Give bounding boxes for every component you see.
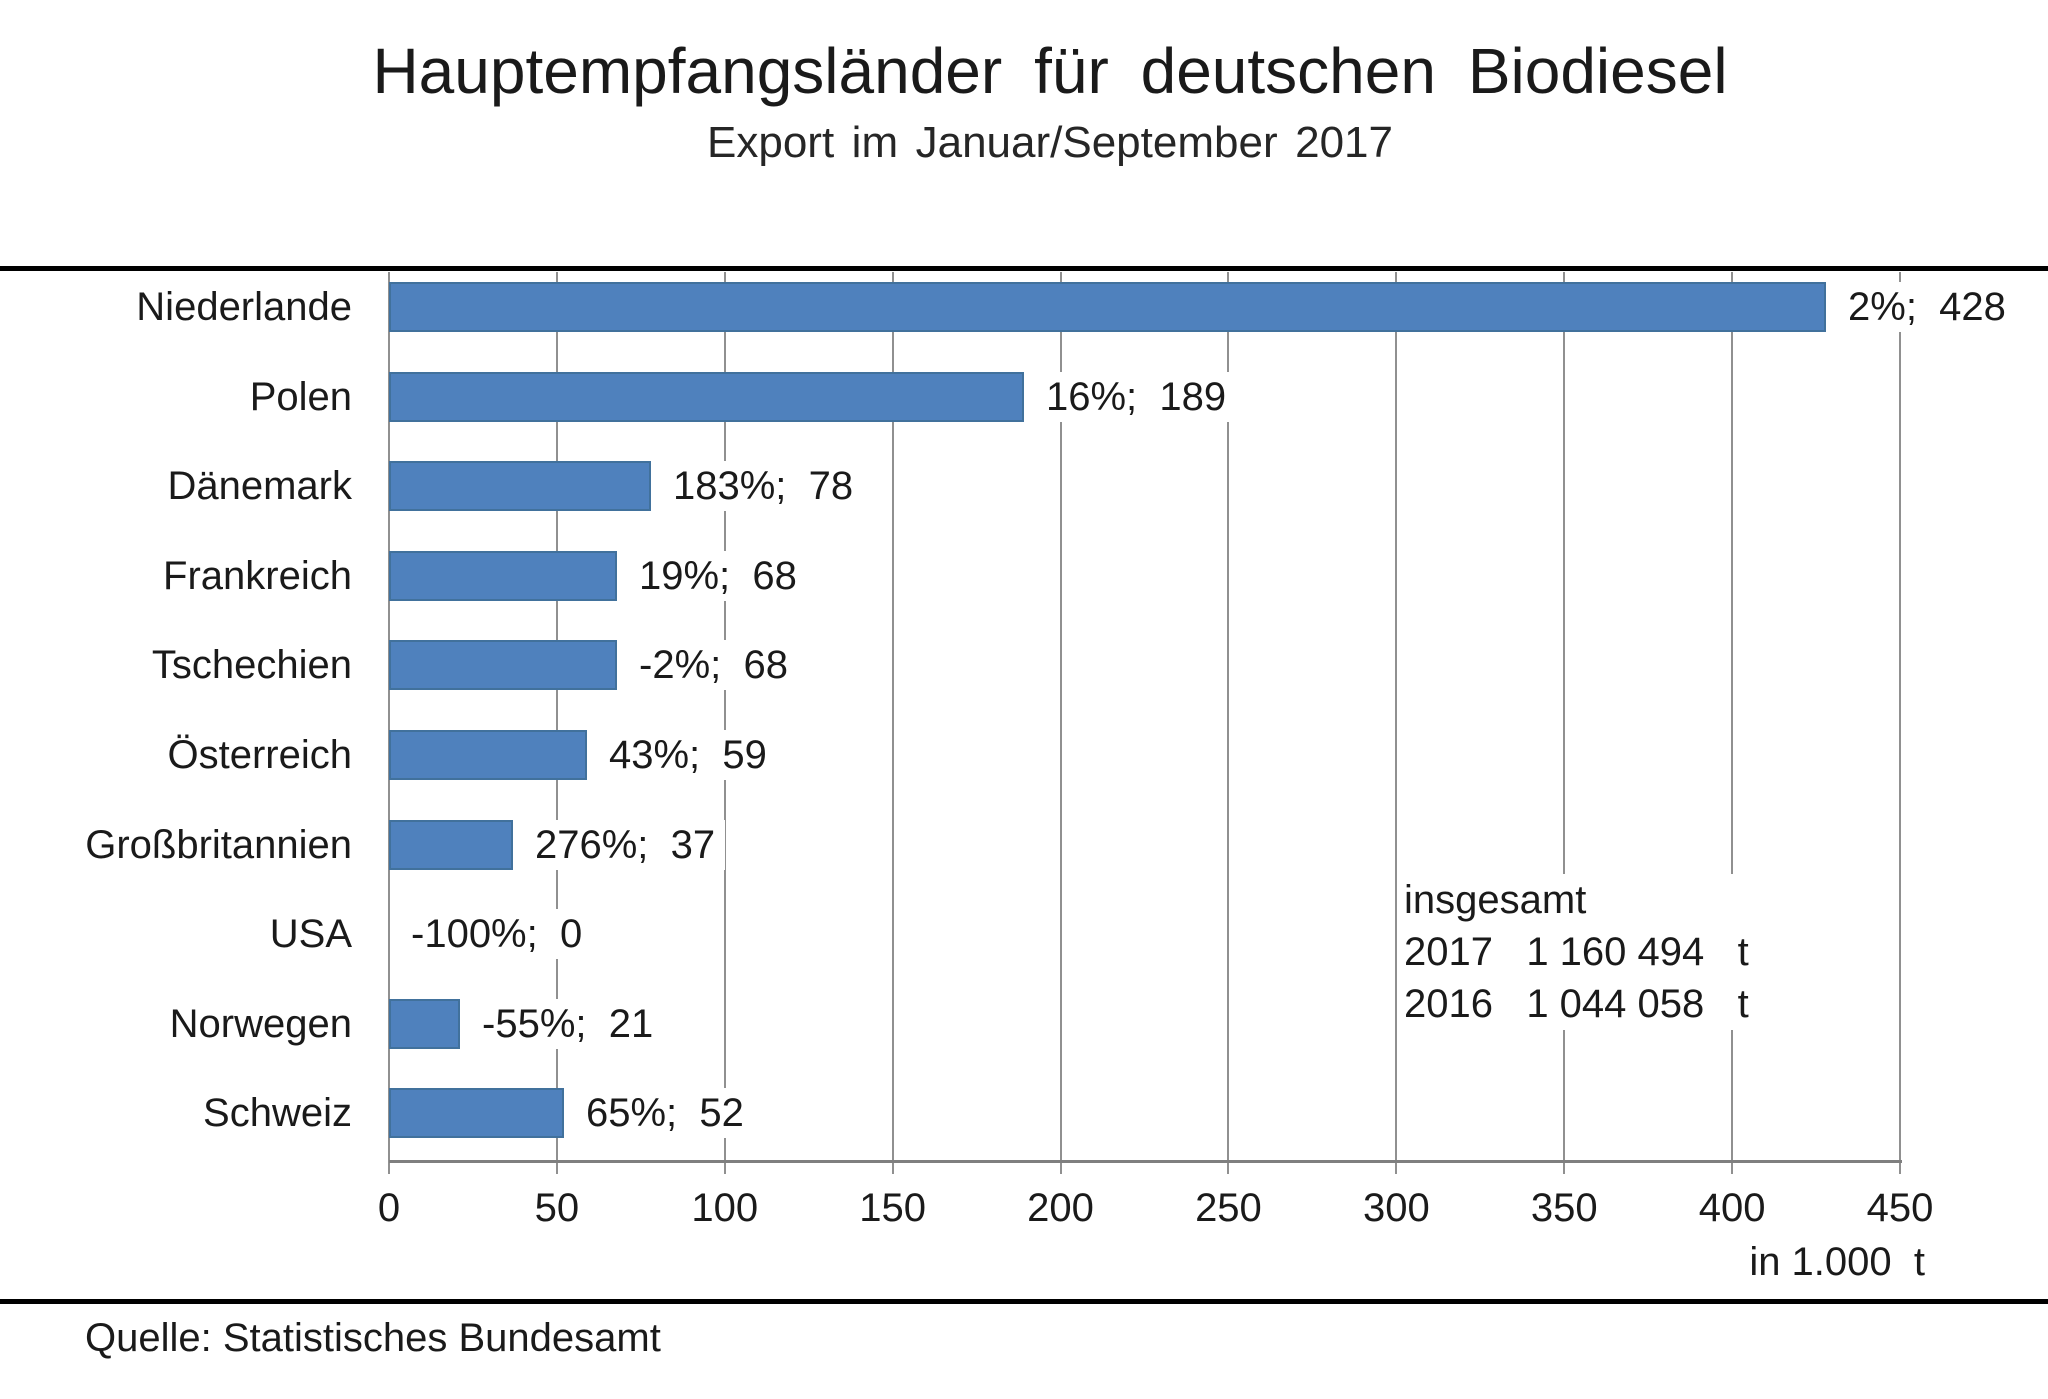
category-label: Großbritannien — [85, 823, 352, 867]
category-label: Österreich — [167, 733, 353, 777]
gridline — [555, 272, 558, 1174]
x-tick-label: 100 — [691, 1186, 759, 1230]
value-label: -2%; 68 — [629, 640, 798, 690]
gridline — [1059, 272, 1062, 1174]
x-tick-label: 350 — [1530, 1186, 1598, 1230]
source-note: Quelle: Statistisches Bundesamt — [85, 1316, 661, 1360]
category-label: Tschechien — [151, 643, 352, 687]
bar — [389, 461, 651, 511]
value-label: 183%; 78 — [663, 461, 864, 511]
category-label: Norwegen — [169, 1002, 352, 1046]
gridline — [1563, 272, 1566, 1174]
gridline — [723, 272, 726, 1174]
value-label: 16%; 189 — [1036, 372, 1237, 422]
bar — [389, 282, 1826, 332]
gridline — [1731, 272, 1734, 1174]
x-tick-label: 300 — [1362, 1186, 1430, 1230]
value-label: 65%; 52 — [576, 1088, 754, 1138]
value-label: 43%; 59 — [599, 730, 777, 780]
x-tick-label: 400 — [1698, 1186, 1766, 1230]
value-label: -100%; 0 — [401, 909, 593, 959]
totals-annotation: insgesamt 2017 1 160 494 t 2016 1 044 058… — [1400, 874, 1757, 1030]
category-label: Dänemark — [167, 464, 352, 508]
category-label: Schweiz — [203, 1091, 352, 1135]
totals-line: 2017 1 160 494 t — [1404, 930, 1749, 974]
gridline — [1395, 272, 1398, 1174]
bottom-divider-rule — [0, 1299, 2048, 1304]
x-tick-label: 250 — [1195, 1186, 1262, 1230]
totals-line: 2016 1 044 058 t — [1404, 982, 1749, 1026]
bar — [389, 820, 513, 870]
value-label: -55%; 21 — [472, 999, 664, 1049]
gridline — [1899, 272, 1901, 1174]
bar — [389, 372, 1024, 422]
gridline — [891, 272, 894, 1174]
value-label: 19%; 68 — [629, 551, 807, 601]
gridline — [1227, 272, 1230, 1174]
category-label: Frankreich — [163, 554, 352, 598]
category-label: USA — [269, 912, 352, 956]
gridline — [388, 272, 390, 1174]
x-axis-line — [389, 1160, 1902, 1163]
x-tick-label: 0 — [377, 1186, 401, 1230]
bar — [389, 999, 460, 1049]
x-tick-label: 450 — [1866, 1186, 1934, 1230]
chart-subtitle: Export im Januar/September 2017 — [707, 118, 1393, 167]
bar — [389, 551, 617, 601]
x-tick-label: 200 — [1027, 1186, 1094, 1230]
category-label: Niederlande — [136, 285, 352, 329]
bar — [389, 1088, 564, 1138]
value-label: 2%; 428 — [1838, 282, 2016, 332]
x-tick-label: 50 — [534, 1186, 580, 1230]
axis-unit-label: in 1.000 t — [1749, 1240, 1925, 1284]
category-label: Polen — [249, 375, 352, 419]
bar — [389, 640, 617, 690]
chart-title: Hauptempfangsländer für deutschen Biodie… — [372, 35, 1728, 107]
value-label: 276%; 37 — [525, 820, 726, 870]
top-divider-rule — [0, 266, 2048, 271]
bar — [389, 730, 587, 780]
x-tick-label: 150 — [859, 1186, 927, 1230]
totals-heading: insgesamt — [1404, 878, 1587, 922]
